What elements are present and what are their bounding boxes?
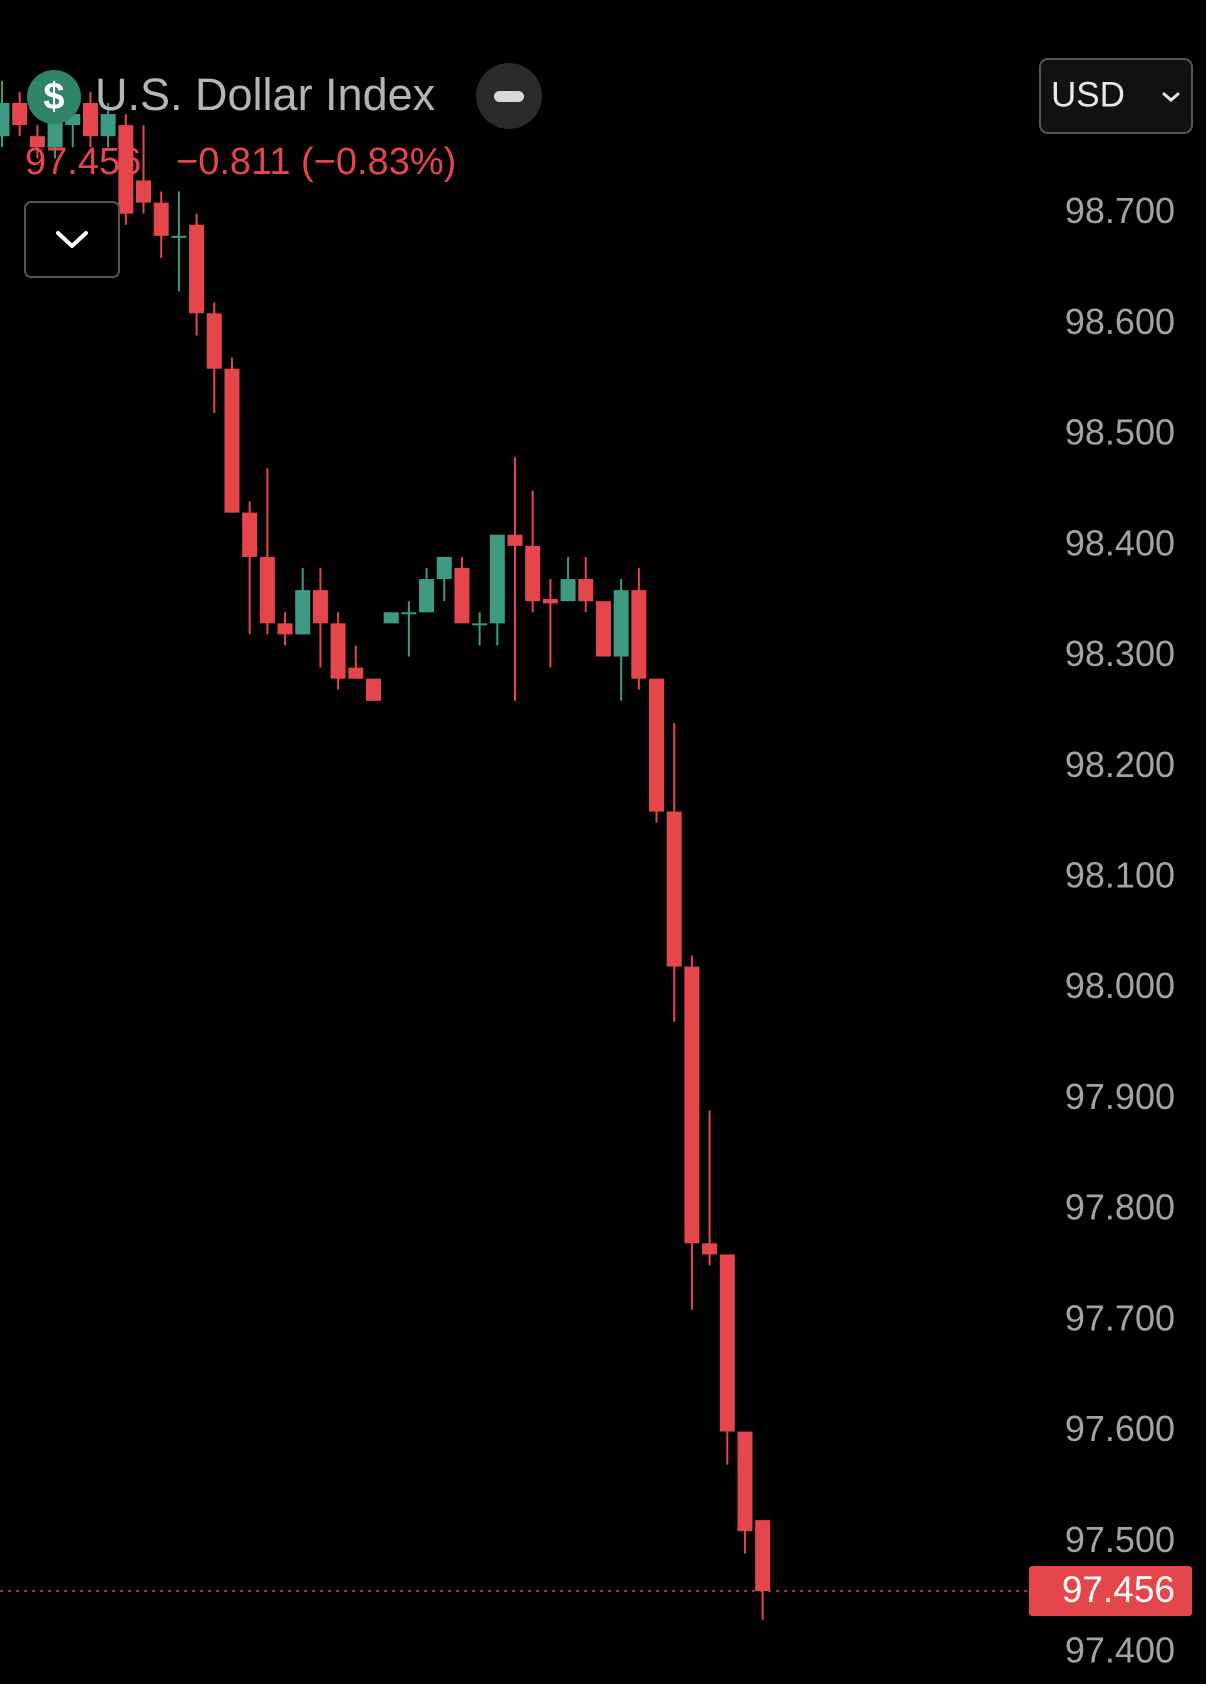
header-last-price: 97.456 (25, 141, 141, 183)
currency-select-label[interactable]: USD (1051, 75, 1125, 114)
y-tick-label: 98.500 (1065, 412, 1175, 453)
candle-body (578, 579, 594, 602)
candle-body (472, 623, 488, 626)
candle-body (666, 811, 682, 967)
candle-body (295, 590, 311, 635)
candle-body (348, 667, 364, 679)
y-tick-label: 97.900 (1065, 1076, 1175, 1117)
y-tick-label: 98.700 (1065, 190, 1175, 231)
candle-body (365, 678, 381, 701)
currency-select-box[interactable] (1039, 58, 1193, 134)
hide-button[interactable] (476, 63, 542, 129)
y-tick-label: 98.400 (1065, 522, 1175, 563)
candle-body (171, 235, 187, 238)
currency-select[interactable]: USD (1039, 58, 1193, 134)
header-change: −0.811 (−0.83%) (176, 141, 456, 183)
candle-body (153, 202, 169, 236)
candle-body (259, 556, 275, 624)
candle-body (136, 180, 152, 203)
y-tick-label: 98.000 (1065, 965, 1175, 1006)
expand-button-icon[interactable] (56, 231, 88, 248)
last-price-tag (1029, 1565, 1192, 1616)
y-tick-label: 97.800 (1065, 1187, 1175, 1228)
y-tick-label: 97.500 (1065, 1519, 1175, 1560)
currency-select-icon[interactable] (1162, 92, 1180, 102)
candle-body (118, 125, 134, 214)
candle-body (702, 1243, 718, 1255)
candle-body (737, 1431, 753, 1532)
expand-button-box[interactable] (24, 201, 120, 278)
y-tick-label: 98.200 (1065, 744, 1175, 785)
candle-body (12, 102, 28, 126)
price-axis: 98.700 98.600 98.500 98.400 98.300 98.200 98.1… (1065, 190, 1175, 1670)
candle-body (65, 114, 81, 126)
candle-body (649, 678, 665, 812)
candle-body (719, 1254, 735, 1432)
y-tick-label: 98.600 (1065, 301, 1175, 342)
candle-body (312, 590, 328, 624)
candle-body (277, 623, 293, 635)
candle-body (684, 966, 700, 1244)
y-tick-label: 97.600 (1065, 1408, 1175, 1449)
candle-body (525, 545, 541, 602)
candle-body (401, 612, 417, 615)
candle-body (436, 556, 452, 580)
expand-button[interactable] (24, 201, 120, 278)
symbol-icon (27, 70, 81, 124)
candle-body (383, 612, 399, 624)
candle-body (595, 601, 611, 657)
y-tick-label: 98.100 (1065, 854, 1175, 895)
candle-body (82, 102, 98, 137)
candle-body (507, 534, 523, 546)
candle-body (542, 598, 558, 604)
candle-body (242, 512, 258, 557)
candle-body (330, 623, 346, 679)
candle-body (206, 313, 222, 369)
last-price-tag-label: 97.456 (1062, 1569, 1175, 1610)
candle-body (613, 590, 629, 657)
candle-body (224, 368, 240, 513)
candle-body (631, 590, 647, 679)
candle-body (189, 224, 205, 314)
candle-body (0, 102, 10, 137)
candle-body (454, 567, 470, 624)
candle-body (489, 534, 505, 624)
symbol-icon-label: $ (43, 76, 64, 118)
candle-body (560, 579, 576, 602)
plot-area (0, 80, 771, 1620)
hide-button-icon[interactable] (494, 91, 524, 102)
y-tick-label: 97.400 (1065, 1630, 1175, 1671)
candle-body (755, 1520, 771, 1591)
candle-body (419, 579, 435, 613)
candle-body (100, 114, 116, 137)
y-tick-label: 97.700 (1065, 1297, 1175, 1338)
y-tick-label: 98.300 (1065, 633, 1175, 674)
candle-body (29, 136, 45, 148)
chart-title: U.S. Dollar Index (95, 69, 436, 120)
